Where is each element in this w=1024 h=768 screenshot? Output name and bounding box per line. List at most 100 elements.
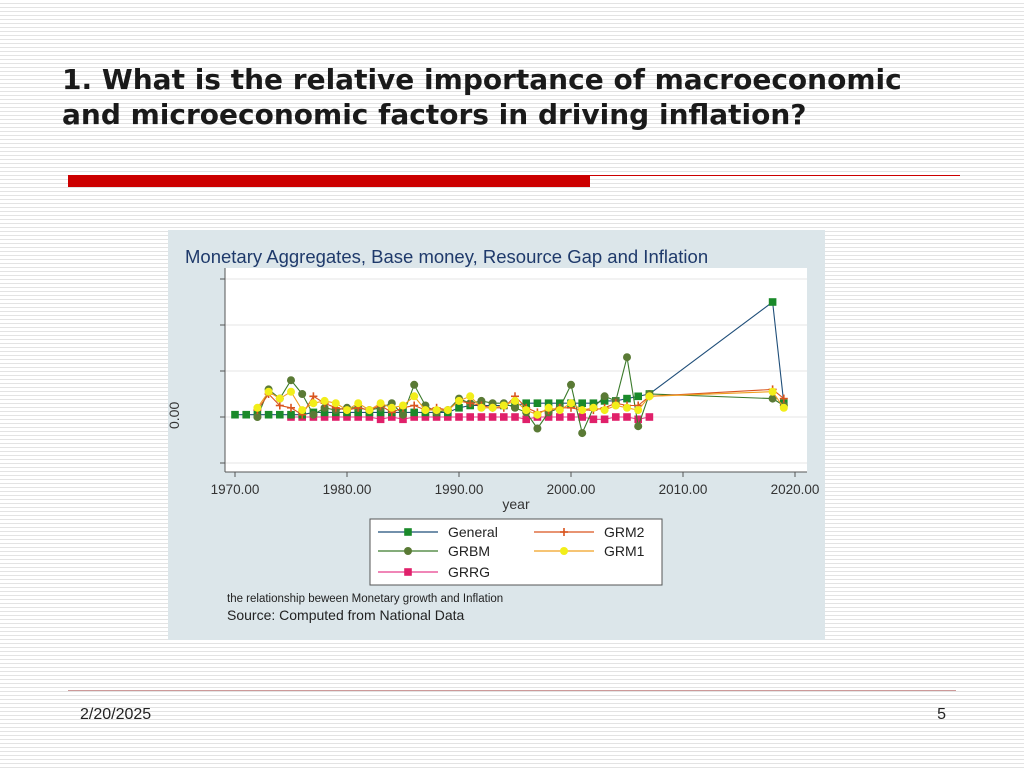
x-axis: 1970.00 1980.00 1990.00 2000.00 2010.00 2020.…	[211, 471, 820, 497]
point-grm1	[354, 399, 363, 408]
point-grm1	[623, 403, 631, 412]
legend: General GRBM GRRG GRM2 GRM1	[369, 518, 663, 586]
legend-swatch-marker	[404, 528, 412, 536]
point-grm1	[432, 406, 441, 415]
point-grrg	[320, 413, 329, 421]
point-general	[578, 399, 586, 407]
x-tick-label: 1970.00	[211, 482, 260, 497]
point-grrg	[332, 413, 340, 421]
point-grm1	[522, 406, 531, 415]
point-general	[231, 410, 239, 419]
point-general	[264, 410, 273, 419]
point-grrg	[589, 415, 598, 424]
point-grrg	[634, 415, 642, 424]
point-grrg	[455, 413, 463, 421]
y-tick-label: 0.00	[168, 402, 182, 429]
legend-swatch-marker	[560, 528, 568, 536]
point-grrg	[477, 413, 486, 421]
point-grbm	[298, 390, 307, 398]
title-underline-thick	[68, 175, 590, 187]
point-grm1	[533, 410, 542, 419]
point-grm1	[264, 387, 273, 396]
x-tick-label: 2020.00	[771, 482, 820, 497]
point-general	[623, 394, 631, 403]
series-layer	[231, 298, 788, 438]
point-grm2	[779, 394, 788, 403]
chart-panel: Monetary Aggregates, Base money, Resourc…	[168, 230, 825, 640]
point-grrg	[567, 413, 575, 421]
point-general	[533, 399, 542, 407]
point-grrg	[612, 413, 620, 421]
point-general	[287, 410, 295, 419]
point-general	[600, 397, 609, 405]
footer-rule	[68, 690, 956, 691]
title-underline-thin	[590, 175, 960, 176]
point-grbm	[399, 410, 407, 419]
legend-swatch-marker	[560, 547, 568, 555]
point-grrg	[365, 413, 374, 421]
point-grbm	[533, 424, 542, 433]
point-grm1	[320, 396, 329, 405]
series-grrg	[287, 413, 654, 424]
slide-title: 1. What is the relative importance of ma…	[62, 63, 902, 131]
point-grm1	[634, 406, 643, 415]
point-grm1	[511, 396, 519, 405]
chart-title: Monetary Aggregates, Base money, Resourc…	[185, 246, 708, 267]
point-grm1	[443, 406, 452, 415]
point-grm1	[466, 392, 475, 401]
point-general	[522, 399, 530, 407]
point-grm1	[600, 406, 609, 415]
point-grm2	[275, 401, 284, 410]
point-grrg	[444, 413, 452, 421]
point-grrg	[388, 413, 396, 421]
point-grbm	[623, 353, 631, 362]
point-grm1	[499, 401, 508, 410]
point-grm1	[387, 403, 396, 412]
y-axis: 0.00	[168, 268, 226, 472]
point-grm1	[488, 403, 497, 412]
point-grbm	[320, 403, 329, 412]
point-grm1	[309, 399, 318, 408]
point-grbm	[477, 396, 486, 405]
legend-swatch-marker	[404, 568, 412, 576]
point-grm1	[253, 403, 262, 412]
point-general	[242, 410, 250, 419]
point-grm1	[365, 406, 374, 415]
point-grrg	[511, 413, 519, 421]
point-grrg	[500, 413, 508, 421]
point-grm1	[410, 392, 419, 401]
legend-item-grm1: GRM1	[534, 543, 645, 559]
point-grm1	[611, 401, 620, 410]
point-general	[544, 399, 553, 407]
x-tick-label: 1980.00	[323, 482, 372, 497]
point-grbm	[511, 403, 519, 412]
legend-label: General	[448, 524, 498, 540]
point-grm1	[567, 399, 575, 408]
point-grm1	[421, 406, 430, 415]
point-grrg	[544, 413, 553, 421]
point-grm1	[578, 406, 587, 415]
point-grm1	[298, 406, 307, 415]
point-grrg	[488, 413, 497, 421]
point-grm1	[589, 403, 598, 412]
point-grm1	[555, 406, 564, 415]
point-grm1	[544, 403, 553, 412]
chart-note: the relationship beween Monetary growth …	[227, 593, 503, 605]
point-grm2	[466, 399, 475, 408]
point-grbm	[768, 394, 777, 403]
legend-item-grrg: GRRG	[378, 564, 490, 580]
legend-label: GRRG	[448, 564, 490, 580]
point-general	[276, 410, 284, 419]
point-grrg	[578, 413, 586, 421]
point-grm1	[779, 403, 788, 412]
x-axis-label: year	[502, 496, 530, 512]
point-grrg	[556, 413, 564, 421]
point-grm1	[399, 401, 407, 410]
point-general	[589, 399, 598, 407]
point-grrg	[343, 413, 351, 421]
page-number: 5	[937, 706, 946, 723]
plot-area	[225, 268, 807, 472]
point-grbm	[567, 380, 575, 389]
footer-date: 2/20/2025	[80, 706, 152, 723]
point-grrg	[432, 413, 441, 421]
